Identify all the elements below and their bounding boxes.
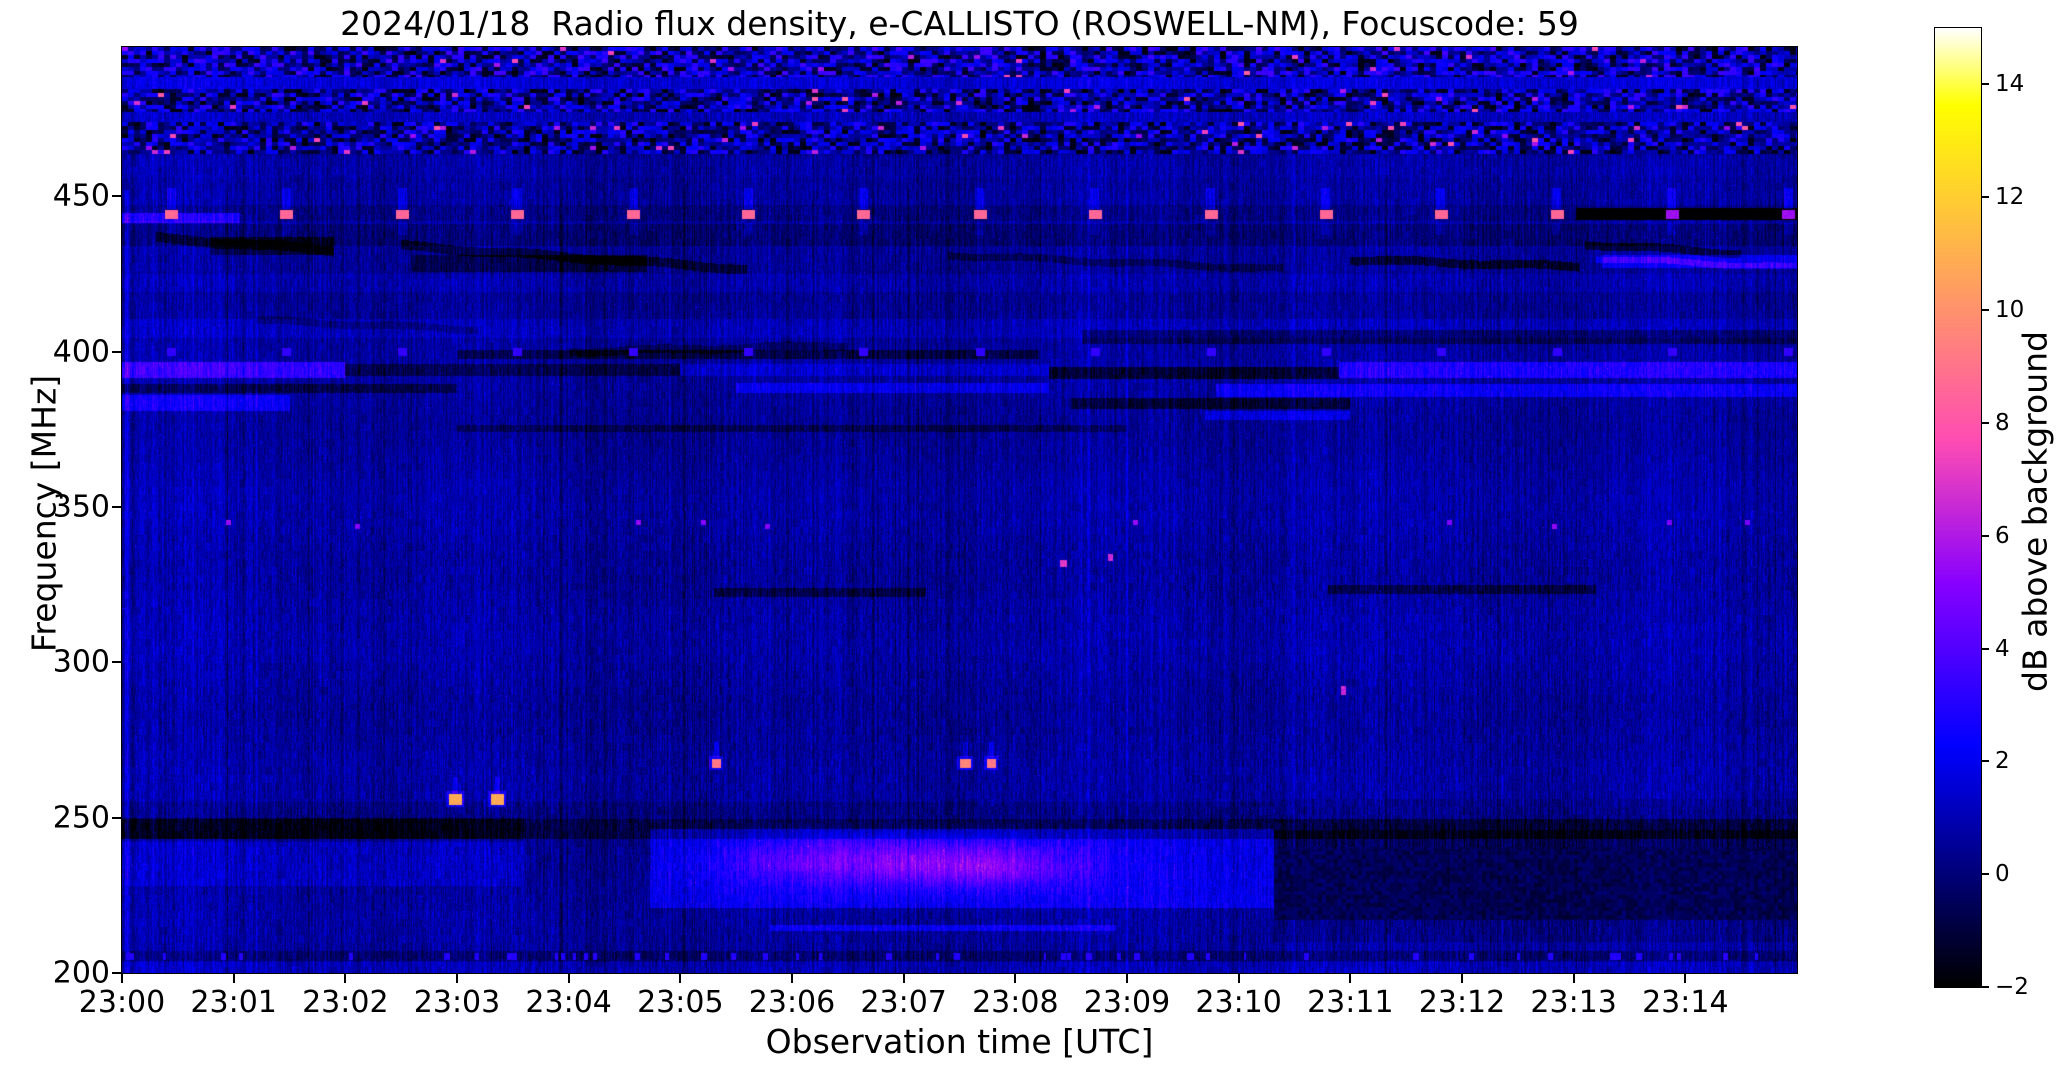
colorbar-label: dB above background <box>2015 331 2055 692</box>
spectrogram-canvas <box>122 47 1797 973</box>
colorbar-tick-label: 2 <box>1995 748 2010 775</box>
x-tick-mark <box>232 973 235 983</box>
colorbar-tick-mark <box>1981 986 1989 988</box>
x-tick-label: 23:14 <box>1642 985 1729 1020</box>
y-tick-label: 300 <box>52 644 110 680</box>
colorbar-tick-mark <box>1981 83 1989 86</box>
colorbar-tick-label: 12 <box>1995 184 2025 211</box>
y-tick-mark <box>112 661 122 664</box>
x-tick-mark <box>456 973 458 983</box>
x-tick-mark <box>121 973 123 983</box>
y-tick-label: 200 <box>52 955 110 991</box>
chart-title: 2024/01/18 Radio flux density, e-CALLIST… <box>340 4 1579 43</box>
colorbar-tick-label: 4 <box>1995 635 2010 662</box>
x-tick-label: 23:00 <box>78 985 166 1020</box>
colorbar-tick-label: 14 <box>1995 71 2025 98</box>
x-tick-mark <box>567 973 570 983</box>
y-tick-mark <box>112 816 122 819</box>
x-tick-mark <box>1237 973 1240 983</box>
colorbar-tick-mark <box>1981 647 1989 650</box>
y-tick-mark <box>112 972 122 974</box>
colorbar-tick-mark <box>1981 873 1989 876</box>
colorbar-tick-label: 8 <box>1995 409 2010 436</box>
colorbar-tick-label: −2 <box>1995 974 2029 1000</box>
x-tick-mark <box>1572 973 1575 983</box>
x-tick-label: 23:02 <box>302 985 389 1020</box>
x-tick-label: 23:04 <box>525 985 612 1020</box>
colorbar-tick-mark <box>1981 196 1989 199</box>
x-tick-mark <box>1126 973 1128 983</box>
x-tick-label: 23:12 <box>1418 985 1506 1020</box>
x-tick-mark <box>791 973 793 983</box>
x-tick-label: 23:06 <box>748 985 836 1020</box>
y-tick-label: 250 <box>52 800 110 836</box>
x-tick-label: 23:05 <box>637 985 724 1020</box>
x-tick-label: 23:09 <box>1083 985 1171 1020</box>
colorbar-tick-label: 0 <box>1995 861 2010 888</box>
colorbar-tick-mark <box>1981 421 1989 424</box>
y-tick-label: 350 <box>52 489 110 525</box>
colorbar-tick-label: 10 <box>1995 297 2025 324</box>
x-tick-mark <box>1349 973 1352 983</box>
x-tick-mark <box>902 973 905 983</box>
y-tick-mark <box>112 195 122 198</box>
x-tick-mark <box>679 973 682 983</box>
x-tick-mark <box>1684 973 1687 983</box>
x-tick-label: 23:10 <box>1195 985 1282 1020</box>
x-tick-label: 23:01 <box>190 985 277 1020</box>
y-tick-label: 400 <box>52 334 110 370</box>
colorbar-tick-mark <box>1981 534 1989 537</box>
y-tick-mark <box>112 505 122 508</box>
x-tick-label: 23:08 <box>972 985 1059 1020</box>
x-tick-mark <box>344 973 347 983</box>
y-tick-label: 450 <box>52 178 110 214</box>
x-tick-label: 23:13 <box>1530 985 1617 1020</box>
y-tick-mark <box>112 350 122 353</box>
x-tick-label: 23:03 <box>413 985 501 1020</box>
x-tick-mark <box>1014 973 1017 983</box>
x-axis-label: Observation time [UTC] <box>765 1022 1154 1061</box>
colorbar-tick-label: 6 <box>1995 522 2010 549</box>
x-tick-label: 23:07 <box>860 985 947 1020</box>
colorbar-tick-mark <box>1981 760 1989 763</box>
colorbar-canvas <box>1935 28 1981 987</box>
colorbar-tick-mark <box>1981 309 1989 312</box>
x-tick-label: 23:11 <box>1307 985 1394 1020</box>
x-tick-mark <box>1461 973 1463 983</box>
